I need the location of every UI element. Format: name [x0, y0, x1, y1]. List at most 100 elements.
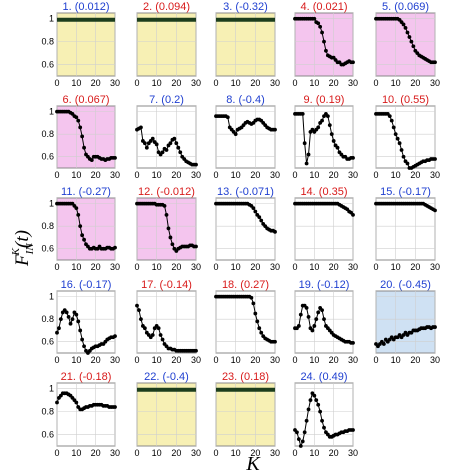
panel-2-background [136, 12, 197, 77]
y-tick-label: 1 [49, 292, 54, 302]
data-point [76, 319, 81, 324]
data-point [194, 162, 198, 167]
x-tick-label: 0 [54, 78, 59, 88]
panel-21-title: 21. (-0.18) [61, 371, 112, 383]
data-point [324, 48, 328, 53]
data-point [304, 306, 309, 310]
x-tick-label: 20 [171, 78, 181, 88]
panel-1-background [56, 12, 116, 77]
panel-10-grid [375, 106, 436, 168]
panel-11-title: 11. (-0.27) [61, 186, 111, 198]
data-point [316, 21, 321, 26]
data-point [306, 152, 311, 157]
y-tick-label: 0.6 [41, 337, 54, 347]
data-point [401, 22, 406, 27]
data-point [76, 213, 81, 217]
data-point [433, 60, 437, 65]
data-point [331, 139, 336, 143]
panel-24: 24. (0.49) 0 10 20 30 [292, 371, 358, 458]
x-tick-label: 20 [250, 355, 260, 365]
panel-7-number: 7. [149, 94, 161, 106]
panel-21: 21. (-0.18) 0 10 20 30 0.6 0.8 1 [41, 371, 120, 458]
x-tick-label: 20 [410, 78, 420, 88]
data-point [139, 125, 143, 130]
data-point [298, 444, 303, 448]
panel-23-background [215, 382, 276, 447]
x-tick-label: 10 [391, 262, 401, 272]
panel-12-title: 12. (-0.012) [138, 186, 195, 198]
x-tick-label: 20 [91, 78, 101, 88]
data-point [78, 125, 83, 130]
panel-22-title: 22. (-0.4) [144, 371, 189, 383]
x-tick-label: 10 [71, 170, 81, 180]
data-point [160, 150, 165, 155]
data-point [316, 125, 321, 130]
x-tick-label: 0 [54, 448, 59, 458]
panel-22-number: 22. [144, 371, 162, 383]
x-tick-label: 20 [171, 355, 181, 365]
panel-9-series [293, 111, 355, 166]
data-point [308, 398, 313, 403]
panel-12: 12. (-0.012) 0 10 20 30 [134, 186, 201, 272]
data-point [304, 418, 309, 423]
panel-12-series [135, 201, 198, 253]
panel-21-number: 21. [61, 371, 79, 383]
x-tick-label: 30 [270, 170, 280, 180]
x-tick-label: 0 [134, 170, 139, 180]
data-point [142, 141, 147, 146]
y-tick-label: 0.6 [41, 60, 54, 70]
x-tick-label: 0 [292, 355, 297, 365]
panel-11-number: 11. [61, 186, 79, 198]
panel-10-number: 10. [382, 94, 400, 106]
panel-5: 5. (0.069) 0 10 20 30 [373, 1, 440, 88]
panel-13-number: 13. [217, 186, 235, 198]
x-tick-label: 0 [373, 262, 378, 272]
x-tick-label: 0 [213, 170, 218, 180]
x-tick-label: 0 [373, 355, 378, 365]
data-point [70, 317, 75, 322]
panel-15-series [374, 201, 437, 213]
panel-1: 1. (0.012) 0 10 20 30 0.6 0.8 1 [41, 1, 120, 88]
data-point [89, 158, 94, 163]
data-point [314, 317, 319, 322]
panel-15-value: (-0.17) [398, 186, 430, 198]
data-point [395, 136, 400, 141]
panel-10-title: 10. (0.55) [382, 94, 429, 106]
panel-15-title: 15. (-0.17) [380, 186, 431, 198]
panel-8-value: (-0.4) [238, 94, 264, 106]
x-tick-label: 20 [250, 448, 260, 458]
data-point [82, 145, 86, 150]
panel-24-number: 24. [300, 371, 318, 383]
data-point [55, 330, 59, 335]
x-tick-label: 0 [373, 170, 378, 180]
panel-17-grid [136, 291, 197, 353]
panel-4-value: (0.021) [313, 1, 348, 13]
panel-4-number: 4. [300, 1, 312, 13]
data-point [74, 312, 79, 317]
x-tick-label: 10 [71, 355, 81, 365]
data-point [351, 60, 355, 65]
data-point [253, 209, 258, 214]
x-tick-label: 10 [152, 355, 162, 365]
x-tick-label: 30 [348, 170, 358, 180]
data-point [403, 25, 408, 30]
y-tick-label: 0.8 [41, 314, 54, 324]
panel-23-title: 23. (0.18) [222, 371, 269, 383]
panel-12-background [136, 197, 197, 261]
data-point [405, 30, 410, 35]
x-tick-label: 10 [231, 78, 241, 88]
data-point [166, 226, 171, 231]
panel-8-title: 8. (-0.4) [226, 94, 265, 106]
panel-grid: 1. (0.012)0 10 20 300.60.812. (0.094)0 10 20 3… [41, 1, 440, 458]
panel-13-title: 13. (-0.071) [217, 186, 274, 198]
panel-8-number: 8. [226, 94, 238, 106]
panel-2-number: 2. [143, 1, 155, 13]
panel-7-series [135, 125, 198, 167]
panel-16: 16. (-0.17) 0 10 20 30 0.6 0.8 1 [41, 279, 120, 365]
panel-19-number: 19. [299, 279, 317, 291]
data-point [304, 161, 309, 166]
data-point [80, 337, 85, 342]
panel-10: 10. (0.55) 0 10 20 30 [373, 94, 440, 180]
panel-15-background [375, 197, 436, 261]
x-tick-label: 30 [348, 355, 358, 365]
